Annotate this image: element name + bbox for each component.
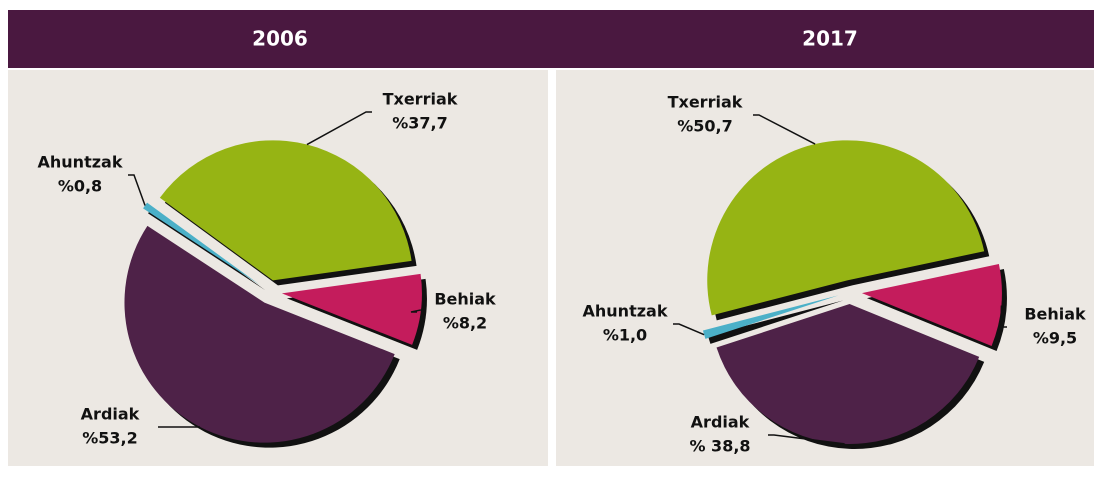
- chart-title: 2017: [802, 27, 858, 51]
- slice-value: % 38,8: [689, 437, 750, 456]
- slice-label: Behiak: [1024, 305, 1086, 324]
- leader-line: [410, 309, 422, 313]
- slice-label: Ardiak: [81, 405, 140, 424]
- slice-shadow: [707, 300, 844, 344]
- slice: [281, 273, 422, 345]
- header-bar: [8, 10, 1094, 68]
- slice-label: Ardiak: [691, 413, 750, 432]
- leader-line: [306, 111, 372, 146]
- slice-value: %8,2: [443, 314, 487, 333]
- slice-label: Txerriak: [383, 90, 458, 109]
- slice-value: %0,8: [58, 177, 102, 196]
- chart-title: 2006: [252, 27, 308, 51]
- slice-label: Ahuntzak: [38, 153, 123, 172]
- slice: [143, 202, 261, 286]
- leader-line: [673, 323, 705, 336]
- slice: [861, 263, 1002, 346]
- leader-line: [1000, 305, 1007, 328]
- slice-value: %37,7: [392, 114, 448, 133]
- slice-label: Behiak: [434, 290, 496, 309]
- leader-line: [753, 114, 816, 145]
- leader-line: [768, 434, 845, 445]
- leader-line: [128, 174, 146, 206]
- slice-value: %53,2: [82, 429, 138, 448]
- slice-value: %50,7: [677, 117, 733, 136]
- slice: [159, 140, 412, 281]
- slice-value: %9,5: [1033, 329, 1077, 348]
- slice: [124, 225, 395, 443]
- slice-value: %1,0: [603, 326, 647, 345]
- slice-label: Ahuntzak: [583, 302, 668, 321]
- slice-label: Txerriak: [668, 93, 743, 112]
- slice: [716, 303, 980, 444]
- slice: [707, 140, 985, 316]
- slice: [702, 295, 839, 339]
